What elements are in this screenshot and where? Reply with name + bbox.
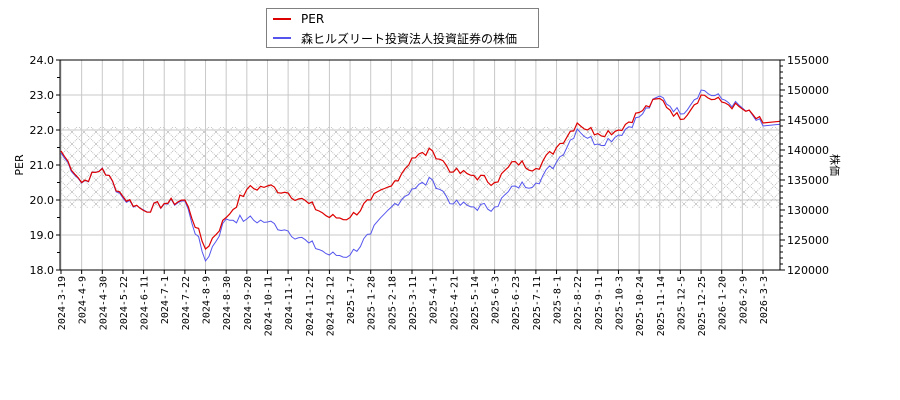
svg-text:24.0: 24.0	[30, 54, 55, 67]
svg-text:2024-12-12: 2024-12-12	[325, 276, 336, 336]
svg-text:140000: 140000	[787, 144, 829, 157]
right-axis: 155000 150000 145000 140000 135000 130000 1250…	[780, 54, 829, 277]
svg-text:2025-9-11: 2025-9-11	[594, 276, 605, 330]
svg-text:2026-2-9: 2026-2-9	[738, 276, 749, 324]
svg-text:19.0: 19.0	[30, 229, 55, 242]
svg-text:2024-5-22: 2024-5-22	[119, 276, 130, 330]
svg-text:155000: 155000	[787, 54, 829, 67]
svg-text:120000: 120000	[787, 264, 829, 277]
svg-text:23.0: 23.0	[30, 89, 55, 102]
svg-text:2025-8-22: 2025-8-22	[573, 276, 584, 330]
legend-label-price: 森ヒルズリート投資法人投資証券の株価	[301, 31, 518, 46]
legend: PER 森ヒルズリート投資法人投資証券の株価	[266, 8, 539, 48]
svg-text:145000: 145000	[787, 114, 829, 127]
svg-text:2024-3-19: 2024-3-19	[57, 276, 68, 330]
data-lines	[60, 89, 780, 263]
svg-text:2024-10-11: 2024-10-11	[263, 276, 274, 336]
svg-text:2025-4-21: 2025-4-21	[449, 276, 460, 330]
grid-lines	[60, 59, 780, 271]
svg-text:2024-11-1: 2024-11-1	[284, 276, 295, 330]
svg-text:2025-12-5: 2025-12-5	[676, 276, 687, 330]
svg-text:2025-11-14: 2025-11-14	[656, 276, 667, 336]
svg-text:22.0: 22.0	[30, 124, 55, 137]
svg-text:150000: 150000	[787, 84, 829, 97]
svg-text:2025-6-3: 2025-6-3	[491, 276, 502, 324]
svg-text:2024-6-11: 2024-6-11	[140, 276, 151, 330]
svg-text:2025-1-7: 2025-1-7	[346, 276, 357, 324]
svg-text:20.0: 20.0	[30, 194, 55, 207]
legend-label-per: PER	[301, 12, 325, 26]
svg-text:2026-1-20: 2026-1-20	[718, 276, 729, 330]
left-axis: 24.0 23.0 22.0 21.0 20.0 19.0 18.0	[30, 54, 60, 277]
svg-text:2025-12-25: 2025-12-25	[697, 276, 708, 336]
svg-text:2024-8-9: 2024-8-9	[202, 276, 213, 324]
svg-text:2024-9-20: 2024-9-20	[243, 276, 254, 330]
svg-text:125000: 125000	[787, 234, 829, 247]
svg-text:2024-7-22: 2024-7-22	[181, 276, 192, 330]
legend-item-price: 森ヒルズリート投資法人投資証券の株価	[273, 29, 517, 47]
svg-text:2025-8-1: 2025-8-1	[553, 276, 564, 324]
svg-text:2025-6-23: 2025-6-23	[511, 276, 522, 330]
svg-text:2025-5-14: 2025-5-14	[470, 276, 481, 330]
svg-text:21.0: 21.0	[30, 159, 55, 172]
svg-text:2024-11-22: 2024-11-22	[305, 276, 316, 336]
svg-text:2024-4-30: 2024-4-30	[98, 276, 109, 330]
shaded-band	[60, 126, 780, 209]
blue-line-swatch-icon	[273, 37, 291, 39]
svg-text:130000: 130000	[787, 204, 829, 217]
red-line-swatch-icon	[273, 18, 291, 20]
svg-text:2024-4-9: 2024-4-9	[78, 276, 89, 324]
svg-text:2025-10-24: 2025-10-24	[635, 276, 646, 336]
svg-text:2025-10-3: 2025-10-3	[614, 276, 625, 330]
svg-text:2024-8-30: 2024-8-30	[222, 276, 233, 330]
svg-text:135000: 135000	[787, 174, 829, 187]
svg-text:2025-7-11: 2025-7-11	[532, 276, 543, 330]
svg-text:18.0: 18.0	[30, 264, 55, 277]
right-axis-title: 株価	[828, 154, 842, 176]
svg-text:2025-1-28: 2025-1-28	[367, 276, 378, 330]
svg-text:2024-7-1: 2024-7-1	[160, 276, 171, 324]
svg-text:2026-3-3: 2026-3-3	[759, 276, 770, 324]
x-axis: 2024-3-19 2024-4-9 2024-4-30 2024-5-22 2024-…	[57, 270, 770, 336]
svg-text:2025-3-11: 2025-3-11	[408, 276, 419, 330]
left-axis-title: PER	[13, 154, 26, 176]
svg-text:2025-4-1: 2025-4-1	[429, 276, 440, 324]
svg-text:2025-2-18: 2025-2-18	[387, 276, 398, 330]
legend-item-per: PER	[273, 10, 324, 28]
